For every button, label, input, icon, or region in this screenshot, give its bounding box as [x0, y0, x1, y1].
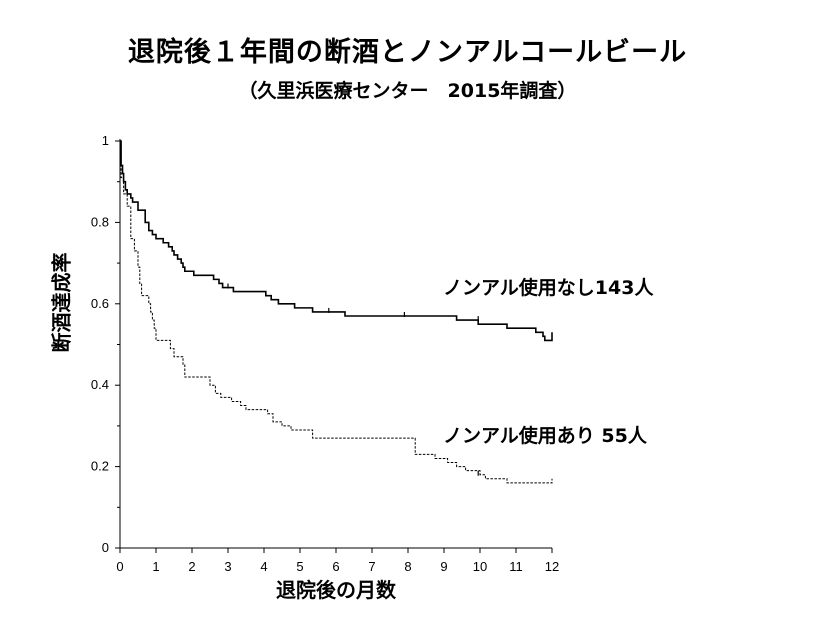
- y-tick-label: 0.8: [91, 214, 109, 229]
- y-tick-label: 0: [102, 540, 109, 555]
- axes: 00.20.40.60.810 1 2 3 4 5 6 7 8 9 10 11 12: [91, 133, 559, 574]
- x-axis-label: 退院後の月数: [276, 578, 396, 602]
- x-tick-label: 9: [440, 559, 447, 574]
- series-label-1: ノンアル使用あり 55人: [443, 425, 648, 447]
- y-tick-label: 0.4: [91, 377, 109, 392]
- x-tick-label: 11: [509, 559, 523, 574]
- x-tick-label: 6: [332, 559, 339, 574]
- x-tick-label: 12: [545, 559, 559, 574]
- chart-subtitle: （久里浜医療センター 2015年調査）: [238, 80, 577, 102]
- y-tick-label: 0.2: [91, 459, 109, 474]
- x-tick-label: 1: [152, 559, 159, 574]
- x-tick-label: 2: [188, 559, 195, 574]
- x-tick-label: 7: [368, 559, 375, 574]
- series-layer: [120, 140, 553, 484]
- series-label-0: ノンアル使用なし143人: [443, 277, 654, 299]
- y-axis-label: 断酒達成率: [49, 252, 74, 353]
- x-tick-label: 4: [260, 559, 267, 574]
- x-tick-label: 5: [296, 559, 303, 574]
- series-line-0: [120, 140, 553, 342]
- y-tick-label: 1: [102, 133, 109, 148]
- x-tick-label: 10: [473, 559, 487, 574]
- x-tick-label: 3: [224, 559, 231, 574]
- series-line-1: [120, 156, 553, 484]
- x-tick-label: 0: [116, 559, 123, 574]
- chart-title: 退院後１年間の断酒とノンアルコールビール: [127, 37, 688, 68]
- x-tick-label: 8: [404, 559, 411, 574]
- y-tick-label: 0.6: [91, 296, 109, 311]
